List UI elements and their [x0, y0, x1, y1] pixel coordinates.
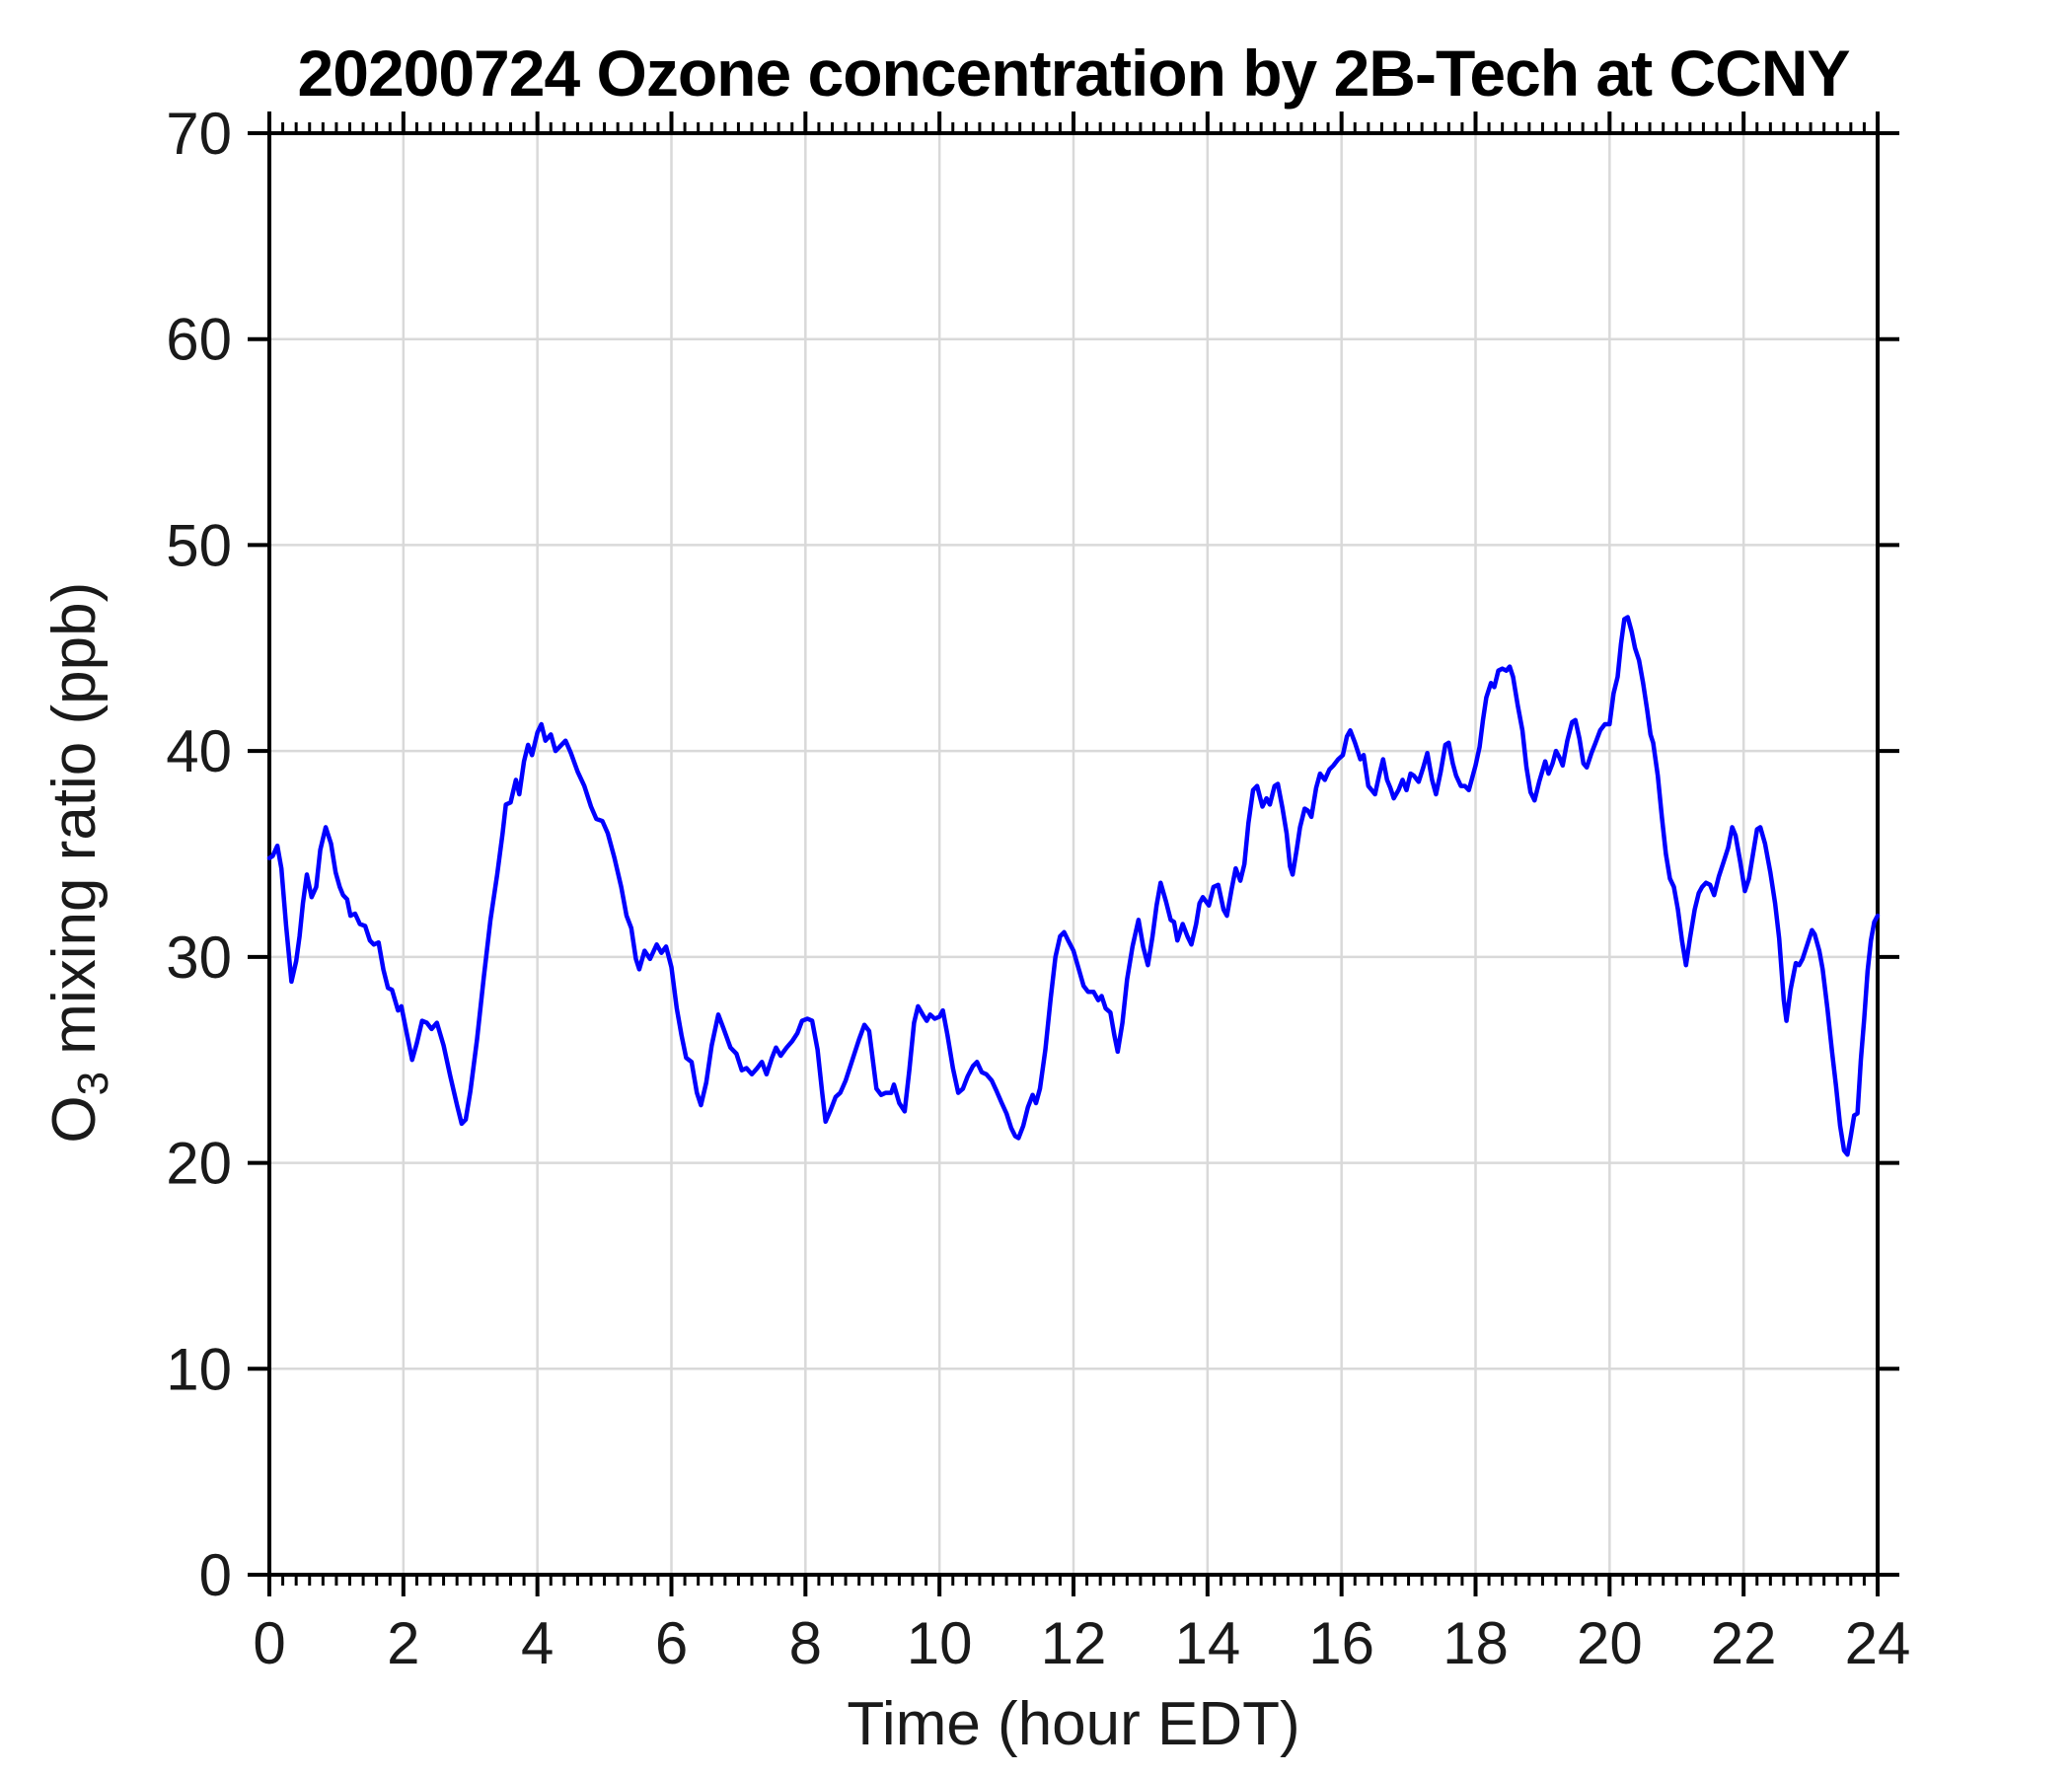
- x-tick-label: 2: [387, 1610, 419, 1676]
- y-tick-label: 0: [199, 1542, 232, 1608]
- y-tick-label: 10: [166, 1336, 232, 1402]
- ozone-series-line: [266, 615, 1881, 1157]
- x-tick-label: 24: [1845, 1610, 1911, 1676]
- gridlines: [269, 133, 1878, 1575]
- x-tick-label: 4: [521, 1610, 554, 1676]
- x-tick-label: 12: [1041, 1610, 1107, 1676]
- y-tick-label: 60: [166, 307, 232, 373]
- y-axis-label-prefix: O: [39, 1095, 109, 1144]
- y-tick-label: 70: [166, 101, 232, 167]
- axes-box: [267, 131, 1880, 1577]
- y-axis-label-suffix: mixing ratio (ppb): [39, 581, 109, 1072]
- y-axis-label-subscript: 3: [69, 1071, 118, 1096]
- x-tick-label: 8: [789, 1610, 822, 1676]
- x-tick-label: 20: [1577, 1610, 1643, 1676]
- x-tick-label: 14: [1174, 1610, 1240, 1676]
- y-tick-labels: 0 10 20 30 40 50 60 70: [166, 101, 232, 1608]
- x-tick-label: 10: [907, 1610, 973, 1676]
- x-axis-label: Time (hour EDT): [847, 1690, 1300, 1758]
- y-tick-label: 30: [166, 925, 232, 991]
- y-tick-label: 20: [166, 1131, 232, 1197]
- chart-title: 20200724 Ozone concentration by 2B-Tech …: [297, 37, 1851, 110]
- x-tick-labels: 0 2 4 6 8 10 12 14 16 18 20 22 24: [253, 1610, 1910, 1676]
- axis-major-ticks: [248, 111, 1899, 1596]
- x-tick-label: 0: [253, 1610, 285, 1676]
- x-tick-label: 16: [1308, 1610, 1374, 1676]
- y-axis-label: O3 mixing ratio (ppb): [39, 468, 118, 1257]
- y-tick-label: 50: [166, 512, 232, 578]
- y-tick-label: 40: [166, 718, 232, 784]
- x-tick-label: 18: [1443, 1610, 1509, 1676]
- x-tick-label: 22: [1711, 1610, 1777, 1676]
- x-tick-label: 6: [655, 1610, 688, 1676]
